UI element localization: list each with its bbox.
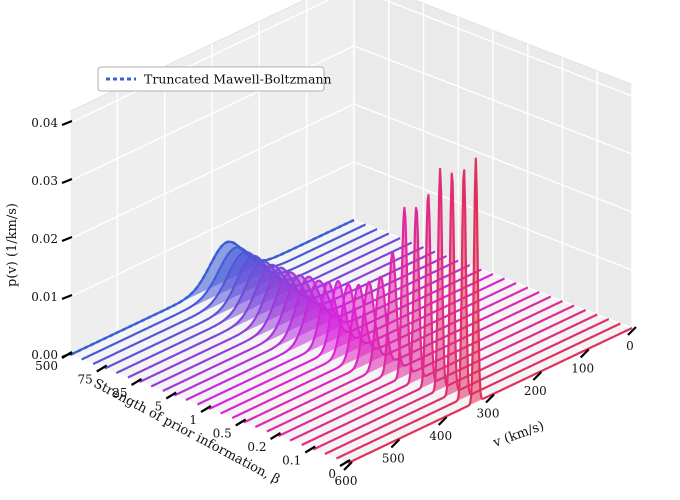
grid-line-back-z bbox=[69, 103, 355, 240]
x-tick bbox=[390, 438, 401, 449]
z-tick-label: 0.01 bbox=[31, 290, 58, 304]
x-tick-label: 500 bbox=[382, 452, 405, 466]
y-tick bbox=[235, 418, 247, 427]
truncated-mb-curve bbox=[69, 218, 355, 357]
y-tick-label: 0.5 bbox=[213, 427, 232, 441]
z-axis-label: p(v) (1/km/s) bbox=[5, 203, 20, 287]
y-tick bbox=[339, 459, 351, 467]
y-tick-label: 0 bbox=[328, 467, 336, 481]
x-tick-label: 400 bbox=[429, 429, 452, 443]
x-tick bbox=[532, 371, 543, 381]
grid-line-side-z bbox=[353, 161, 633, 271]
z-tick-label: 0.03 bbox=[31, 174, 58, 188]
x-tick bbox=[437, 416, 448, 426]
z-tick bbox=[61, 235, 73, 243]
z-tick-label: 0.00 bbox=[31, 348, 58, 362]
y-tick-label: 0.2 bbox=[247, 440, 266, 454]
density-line bbox=[139, 245, 424, 384]
z-tick bbox=[61, 293, 73, 301]
grid-line-back-z bbox=[69, 161, 355, 298]
y-tick-label: 5 bbox=[155, 400, 163, 414]
y-tick-label: 500 bbox=[35, 359, 58, 373]
grid-line-side-z bbox=[353, 45, 633, 155]
x-tick bbox=[485, 393, 495, 404]
density-line bbox=[115, 236, 401, 375]
density-line bbox=[92, 227, 378, 366]
density-line bbox=[150, 250, 436, 388]
x-tick bbox=[579, 348, 590, 359]
z-tick bbox=[61, 177, 73, 185]
x-tick-label: 300 bbox=[477, 407, 500, 421]
x-tick bbox=[343, 461, 353, 471]
axis-ticks: 010020030040050060000.10.20.51525755000.… bbox=[31, 116, 637, 488]
y-tick bbox=[269, 432, 282, 440]
x-tick-label: 100 bbox=[571, 362, 594, 376]
grid-line-side-z bbox=[382, 0, 633, 97]
z-tick-label: 0.02 bbox=[31, 232, 58, 246]
density-line bbox=[81, 223, 367, 361]
density-line bbox=[127, 241, 413, 379]
legend-label: Truncated Mawell-Boltzmann bbox=[144, 72, 332, 87]
y-tick bbox=[130, 378, 143, 386]
z-tick bbox=[61, 119, 73, 127]
y-tick bbox=[165, 391, 177, 400]
x-tick-label: 200 bbox=[524, 384, 547, 398]
legend: Truncated Mawell-Boltzmann bbox=[97, 66, 332, 92]
y-tick bbox=[96, 364, 108, 373]
x-tick bbox=[627, 326, 637, 336]
z-tick-label: 0.04 bbox=[31, 116, 58, 130]
y-tick-label: 1 bbox=[189, 413, 197, 427]
x-axis-label: v (km/s) bbox=[490, 419, 546, 452]
y-tick-label: 75 bbox=[77, 373, 92, 387]
y-tick bbox=[200, 405, 212, 413]
density-line bbox=[347, 157, 633, 465]
grid-line-back-z bbox=[69, 0, 331, 124]
density-line bbox=[104, 232, 390, 370]
legend-box bbox=[97, 66, 325, 92]
x-tick-label: 0 bbox=[626, 339, 634, 353]
x-tick-label: 600 bbox=[335, 474, 358, 488]
y-tick-label: 0.1 bbox=[282, 454, 301, 468]
z-tick bbox=[61, 351, 73, 359]
y-tick-label: 25 bbox=[112, 386, 127, 400]
density-curves bbox=[69, 157, 633, 465]
y-tick bbox=[304, 445, 316, 454]
grid-line-side-z bbox=[353, 103, 633, 213]
